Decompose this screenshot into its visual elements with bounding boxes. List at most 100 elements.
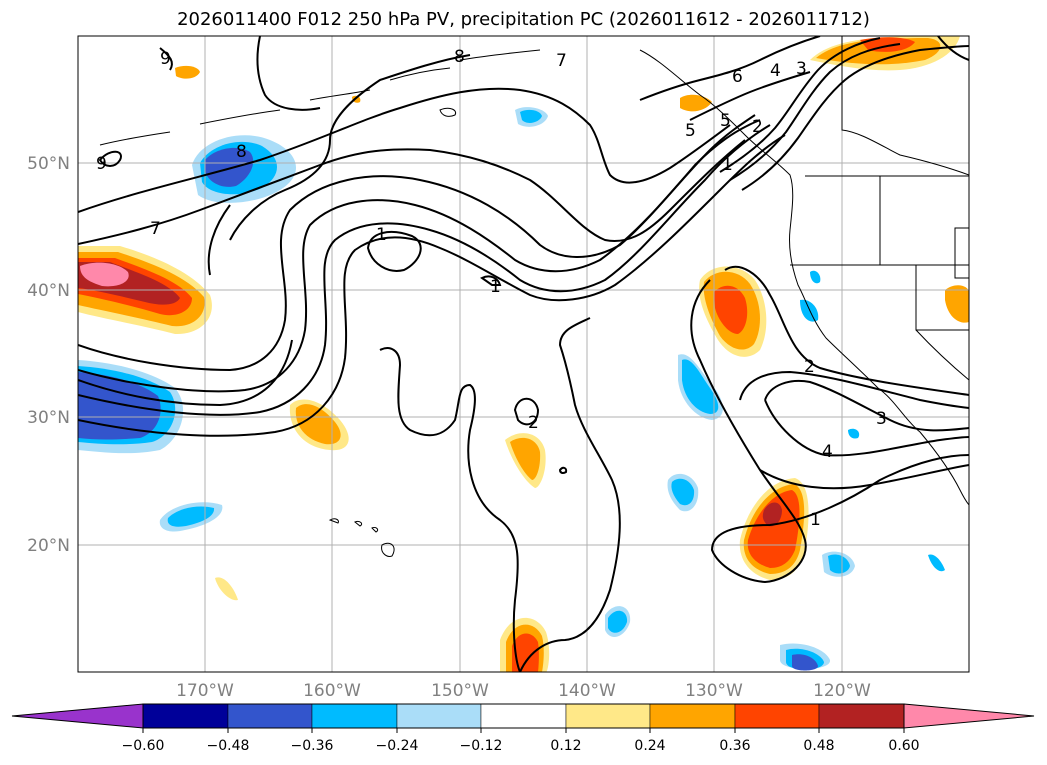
contour-line: [513, 397, 540, 426]
contour-line: [78, 119, 761, 393]
state-border: [841, 36, 969, 176]
contour-line: [366, 231, 422, 272]
contour-line: [739, 370, 969, 409]
lon-label: 140°W: [558, 681, 616, 701]
precip-patch: [848, 428, 860, 439]
contour-label: 9: [96, 154, 107, 174]
colorbar-label: −0.36: [291, 738, 334, 754]
island: [328, 518, 395, 557]
lat-label: 30°N: [27, 408, 70, 428]
contour-line: [558, 466, 568, 475]
contour-line: [690, 279, 969, 584]
contour-line: [639, 36, 821, 101]
contour-line: [689, 71, 811, 121]
coastlines: [99, 36, 969, 557]
island: [439, 107, 457, 117]
lon-label: 120°W: [813, 681, 871, 701]
precip-patch: [80, 262, 129, 287]
contour-label: 8: [454, 47, 465, 67]
colorbar-label: 0.48: [803, 738, 834, 754]
lon-label: 150°W: [431, 681, 489, 701]
contour-line: [78, 339, 293, 407]
colorbar-segment: [565, 703, 651, 729]
contour-label: 4: [822, 442, 833, 462]
precip-patch: [510, 437, 541, 480]
colorbar-segment: [734, 703, 820, 729]
precip-patch: [512, 633, 539, 672]
precip-patch: [828, 554, 850, 574]
lon-label: 160°W: [303, 681, 361, 701]
precip-patch: [792, 654, 818, 671]
contour-line: [764, 380, 969, 432]
precip-patch: [175, 65, 200, 79]
contour-line: [480, 275, 502, 286]
contour-label: 8: [236, 142, 247, 162]
contour-line: [719, 37, 881, 173]
precip-patch: [682, 359, 719, 414]
colorbar-label: 0.60: [888, 738, 919, 754]
contour-label: 1: [490, 277, 501, 297]
contour-line: [519, 317, 621, 672]
contour-label: 5: [685, 121, 696, 141]
precip-patch: [608, 610, 628, 633]
coastline-islands: [99, 49, 541, 146]
colorbar-label: −0.48: [207, 738, 250, 754]
colorbar-label: 0.24: [634, 738, 665, 754]
colorbar-segment: [311, 703, 398, 729]
contour-label: 3: [876, 409, 887, 429]
contour-line: [729, 43, 901, 181]
lat-label: 40°N: [27, 281, 70, 301]
precip-fills: [78, 36, 969, 672]
colorbar-segment: [396, 703, 482, 729]
colorbar-extend-right: [903, 703, 1035, 729]
precip-patch: [714, 285, 748, 334]
precip-patch: [680, 94, 712, 112]
colorbar-segment: [227, 703, 313, 729]
precip-patch: [800, 299, 819, 322]
contour-line: [741, 45, 969, 191]
contour-label: 2: [528, 413, 539, 433]
colorbar-label: −0.24: [376, 738, 419, 754]
contour-line: [759, 464, 969, 490]
precip-patch: [167, 506, 215, 527]
colorbar-outline: [142, 703, 905, 729]
contour-line: [764, 399, 969, 457]
colorbar: −0.60 −0.48 −0.36 −0.24 −0.12 0.12 0.24 …: [11, 703, 1035, 754]
lon-label: 130°W: [685, 681, 743, 701]
contour-label: 2: [752, 117, 763, 137]
precip-patch: [205, 147, 254, 187]
colorbar-label: −0.60: [122, 738, 165, 754]
precip-patch: [520, 109, 542, 123]
colorbar-segment: [480, 703, 567, 729]
contour-line: [78, 134, 786, 437]
contour-label: 1: [376, 225, 387, 245]
contour-labels: 9 9 8 8 7 7 6 4 3 5 5 2 1 1 1 2 2 3 4 1: [96, 47, 887, 530]
contour-label: 1: [810, 510, 821, 530]
colorbar-segment: [818, 703, 905, 729]
colorbar-label: 0.12: [550, 738, 581, 754]
colorbar-segment: [649, 703, 736, 729]
contour-label: 9: [160, 49, 171, 69]
precip-patch: [671, 478, 695, 506]
state-border: [915, 329, 969, 381]
map-frame: [77, 35, 970, 673]
coastline-north-america: [639, 49, 969, 506]
precip-patch: [747, 490, 800, 568]
colorbar-segment: [142, 703, 229, 729]
precip-patch: [215, 577, 238, 601]
contour-label: 2: [804, 357, 815, 377]
precip-patch: [295, 404, 341, 445]
lat-label: 50°N: [27, 154, 70, 174]
contour-line: [98, 150, 122, 167]
lat-label: 20°N: [27, 536, 70, 556]
contour-label: 5: [720, 111, 731, 131]
graticule: [78, 36, 969, 672]
precip-patch: [810, 270, 821, 284]
contour-line: [78, 87, 731, 213]
lon-label: 170°W: [176, 681, 234, 701]
contour-line: [78, 139, 746, 245]
contour-label: 6: [732, 67, 743, 87]
contour-line: [229, 54, 471, 241]
contour-label: 7: [556, 51, 567, 71]
